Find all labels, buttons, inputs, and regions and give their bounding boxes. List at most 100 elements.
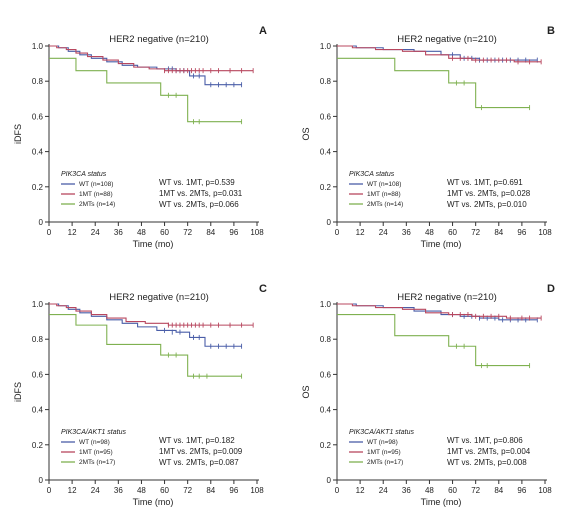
legend-title: PIK3CA status [349,171,395,178]
y-tick-label: 0.2 [320,183,332,192]
y-tick-label: 0.8 [320,335,332,344]
x-tick-label: 84 [206,486,215,495]
legend-label: WT (n=108) [79,181,113,188]
x-tick-label: 96 [229,228,238,237]
legend-label: WT (n=108) [367,181,401,188]
x-tick-label: 0 [47,486,52,495]
p-value-text: WT vs. 2MTs, p=0.010 [447,200,527,209]
panel-letter: B [547,25,555,37]
legend-label: 2MTs (n=14) [79,201,115,208]
legend-label: 1MT (n=95) [367,449,401,456]
y-tick-label: 0 [39,218,44,227]
km-panel-d: HER2 negative (n=210) D 0 0.2 0.4 0.6 0.8 1.0 0 1… [301,283,555,507]
x-tick-label: 72 [183,228,192,237]
y-tick-label: 0 [327,476,332,485]
y-tick-label: 0.8 [320,77,332,86]
x-tick-label: 24 [379,486,388,495]
y-tick-label: 0.2 [32,183,44,192]
y-tick-label: 0.2 [32,441,44,450]
x-tick-label: 0 [47,228,52,237]
x-tick-label: 108 [250,486,264,495]
km-curve-2mts [337,57,530,109]
x-tick-label: 108 [538,486,552,495]
panel-letter: A [259,25,267,37]
x-tick-label: 12 [356,486,365,495]
p-value-text: WT vs. 2MTs, p=0.008 [447,458,527,467]
x-tick-label: 0 [335,486,340,495]
panel-letter: C [259,283,267,295]
x-tick-label: 60 [160,486,169,495]
km-curve-2mts [337,314,530,367]
km-panel-b: HER2 negative (n=210) B 0 0.2 0.4 0.6 0.8 1.0 0 1… [301,25,555,249]
km-curve-wt [49,303,242,347]
x-tick-label: 84 [206,228,215,237]
y-tick-label: 1.0 [32,300,44,309]
x-tick-label: 108 [538,228,552,237]
x-tick-label: 60 [448,486,457,495]
x-tick-label: 96 [517,228,526,237]
x-tick-label: 60 [448,228,457,237]
x-tick-label: 24 [91,228,100,237]
km-panel-a: HER2 negative (n=210) A 0 0.2 0.4 0.6 0.8 1.0 0 1… [13,25,267,249]
p-value-text: 1MT vs. 2MTs, p=0.031 [159,189,243,198]
legend-label: WT (n=98) [79,439,110,446]
x-tick-label: 36 [114,228,123,237]
km-curve-2mts [49,314,242,377]
y-tick-label: 0.4 [320,148,332,157]
legend-label: WT (n=98) [367,439,398,446]
x-tick-label: 12 [356,228,365,237]
legend-label: 2MTs (n=17) [367,459,403,466]
y-tick-label: 0.8 [32,77,44,86]
y-tick-label: 0.6 [320,370,332,379]
x-tick-label: 84 [494,486,503,495]
y-axis-title: iDFS [13,124,23,144]
km-curve-wt [337,303,538,321]
p-value-text: WT vs. 1MT, p=0.806 [447,436,523,445]
x-axis-title: Time (mo) [133,497,174,507]
y-tick-label: 0.6 [320,112,332,121]
y-axis-title: iDFS [13,382,23,402]
x-tick-label: 72 [471,228,480,237]
y-tick-label: 1.0 [32,42,44,51]
x-tick-label: 48 [425,228,434,237]
legend-title: PIK3CA status [61,171,107,178]
y-tick-label: 0 [39,476,44,485]
x-tick-label: 48 [425,486,434,495]
panel-title: HER2 negative (n=210) [109,34,209,45]
p-value-text: 1MT vs. 2MTs, p=0.009 [159,447,243,456]
x-axis-title: Time (mo) [133,239,174,249]
panel-title: HER2 negative (n=210) [397,292,497,303]
km-curve-1mt [49,303,254,326]
x-tick-label: 36 [114,486,123,495]
y-axis-title: OS [301,385,311,398]
x-tick-label: 72 [183,486,192,495]
x-tick-label: 108 [250,228,264,237]
x-tick-label: 72 [471,486,480,495]
y-axis-title: OS [301,127,311,140]
y-tick-label: 0.4 [320,406,332,415]
p-value-text: 1MT vs. 2MTs, p=0.028 [447,189,531,198]
panel-title: HER2 negative (n=210) [397,34,497,45]
p-value-text: WT vs. 2MTs, p=0.087 [159,458,239,467]
y-tick-label: 0.6 [32,112,44,121]
x-tick-label: 48 [137,486,146,495]
y-tick-label: 0.2 [320,441,332,450]
y-tick-label: 0.4 [32,148,44,157]
panel-letter: D [547,283,555,295]
x-tick-label: 96 [229,486,238,495]
y-tick-label: 0.4 [32,406,44,415]
km-curve-1mt [49,45,254,72]
y-tick-label: 0.8 [32,335,44,344]
x-tick-label: 84 [494,228,503,237]
legend-label: 1MT (n=95) [79,449,113,456]
legend-title: PIK3CA/AKT1 status [349,429,414,436]
y-tick-label: 1.0 [320,300,332,309]
x-tick-label: 60 [160,228,169,237]
p-value-text: WT vs. 1MT, p=0.691 [447,178,523,187]
p-value-text: WT vs. 1MT, p=0.182 [159,436,235,445]
legend-label: 1MT (n=88) [367,191,401,198]
legend-title: PIK3CA/AKT1 status [61,429,126,436]
y-tick-label: 0 [327,218,332,227]
